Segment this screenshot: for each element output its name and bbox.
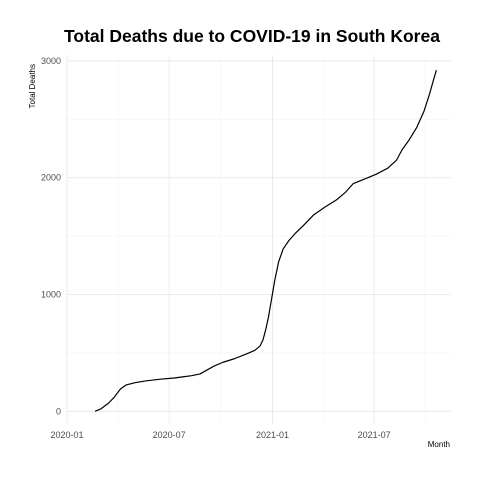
x-tick-label: 2020-01	[50, 430, 83, 440]
y-tick-label: 0	[56, 406, 61, 416]
y-tick-label: 3000	[41, 56, 61, 66]
series-line	[94, 70, 437, 412]
x-axis-label: Month	[427, 440, 450, 449]
chart-title: Total Deaths due to COVID-19 in South Ko…	[64, 26, 440, 46]
x-tick-label: 2020-07	[153, 430, 186, 440]
y-tick-label: 1000	[41, 289, 61, 299]
y-tick-label: 2000	[41, 173, 61, 183]
x-tick-label: 2021-01	[256, 430, 289, 440]
x-tick-label: 2021-07	[358, 430, 391, 440]
